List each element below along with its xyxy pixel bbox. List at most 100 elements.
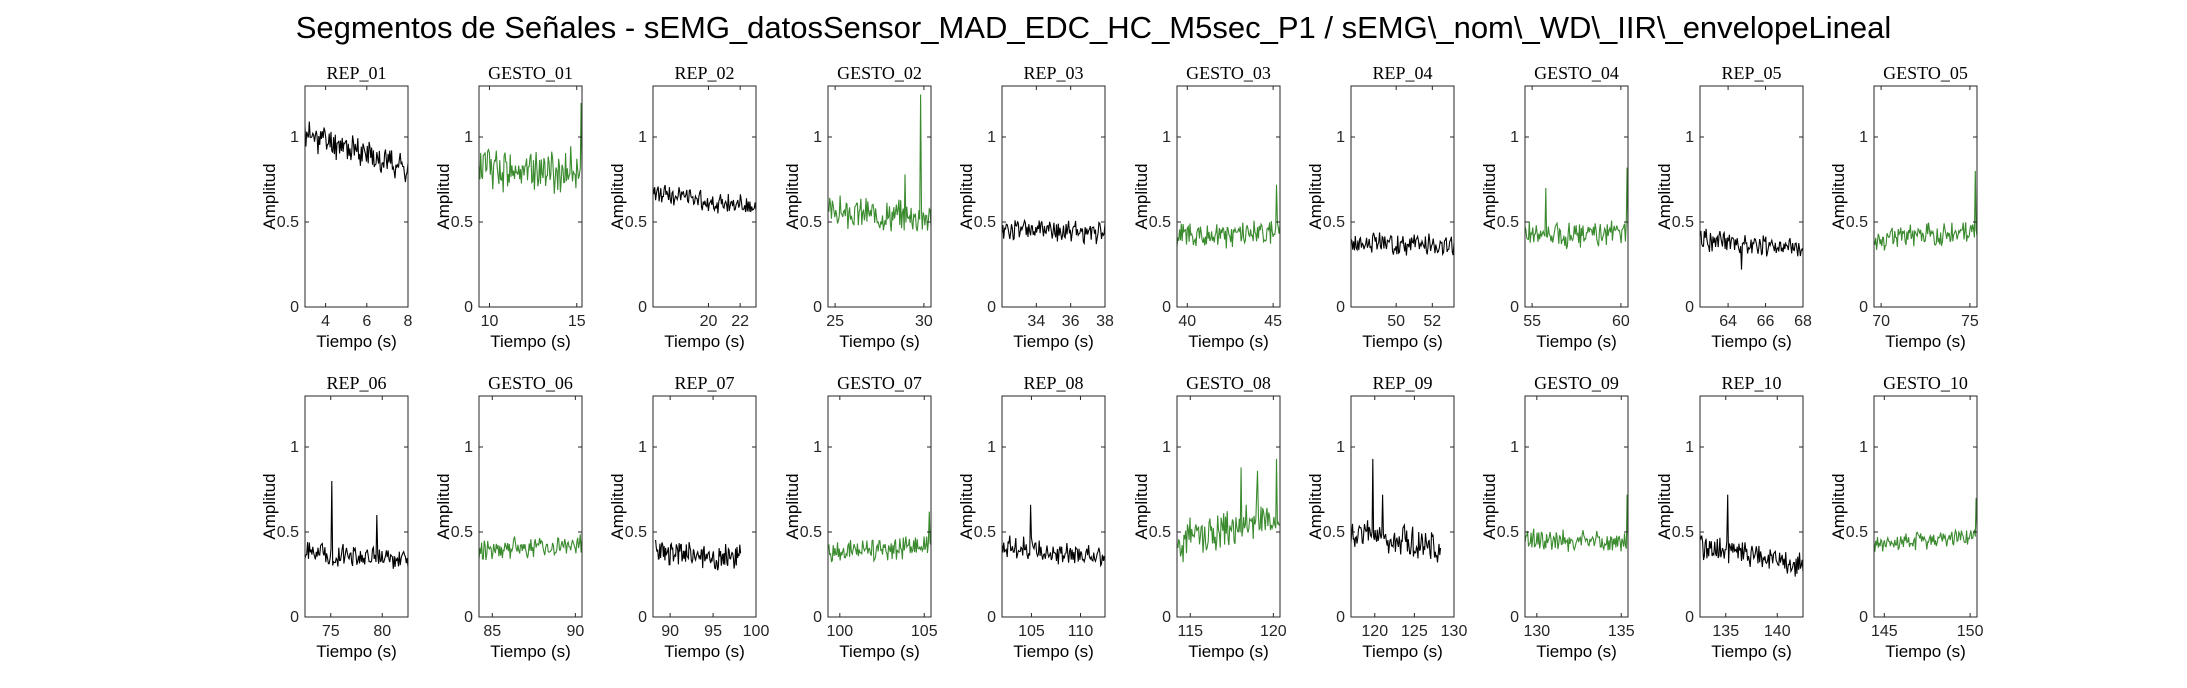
x-axis-label: Tiempo (s) [664,642,745,661]
x-tick-label: 135 [1608,623,1635,640]
x-tick-label: 4 [321,313,330,330]
x-axis-label: Tiempo (s) [839,642,920,661]
y-tick-label: 1 [813,129,822,146]
x-axis-label: Tiempo (s) [1885,332,1966,351]
x-tick-label: 120 [1361,623,1388,640]
y-axis-label: Amplitud [260,473,279,539]
axes-frame [1524,85,1629,308]
subplot-title: GESTO_04 [1534,63,1619,83]
y-tick-label: 1 [290,439,299,456]
y-tick-label: 0.5 [974,214,996,231]
subplot-gesto-05: 0 0.5 1 70 75 GESTO_05 Tiempo (s) Amplitud [1829,63,1979,351]
y-axis-label: Amplitud [783,163,802,229]
x-tick-label: 130 [1523,623,1550,640]
x-tick-label: 100 [743,623,770,640]
x-tick-label: 115 [1178,623,1204,640]
subplot-title: REP_04 [1372,63,1432,83]
subplot-title: GESTO_01 [488,63,573,83]
x-tick-label: 90 [661,623,679,640]
x-axis-label: Tiempo (s) [1013,642,1094,661]
series-line [1177,458,1280,563]
x-tick-label: 150 [1957,623,1984,640]
y-tick-label: 1 [1162,129,1171,146]
y-tick-label: 0 [1510,299,1519,316]
y-tick-label: 0.5 [451,524,473,541]
x-tick-label: 30 [915,313,933,330]
y-tick-label: 1 [290,129,299,146]
series-line [1002,218,1105,246]
y-axis-label: Amplitud [1132,473,1151,539]
axes-frame [1001,85,1106,308]
series-line [479,102,582,194]
y-axis-label: Amplitud [1480,473,1499,539]
x-tick-label: 130 [1441,623,1468,640]
y-tick-label: 0 [290,609,299,626]
y-tick-label: 0 [638,299,647,316]
x-tick-label: 75 [322,623,340,640]
y-tick-label: 0.5 [1672,214,1694,231]
figure-title: Segmentos de Señales - sEMG_datosSensor_… [295,10,1892,45]
y-tick-label: 1 [987,439,996,456]
subplot-rep-02: 0 0.5 1 20 22 REP_02 Tiempo (s) Amplitud [608,63,757,351]
y-axis-label: Amplitud [608,163,627,229]
x-tick-label: 85 [483,623,501,640]
subplot-rep-03: 0 0.5 1 34 36 38 REP_03 Tiempo (s) Amplitud [957,63,1114,351]
series-line [1700,494,1803,577]
x-tick-label: 38 [1096,313,1114,330]
y-tick-label: 0.5 [1672,524,1694,541]
series-line [1700,228,1803,270]
subplot-title: GESTO_05 [1883,63,1968,83]
y-tick-label: 0 [987,299,996,316]
x-tick-label: 6 [362,313,371,330]
subplot-title: GESTO_06 [488,373,573,393]
x-axis-label: Tiempo (s) [316,642,397,661]
y-tick-label: 0.5 [1149,524,1171,541]
y-tick-label: 0 [987,609,996,626]
x-tick-label: 145 [1871,623,1898,640]
y-tick-label: 0 [1685,609,1694,626]
y-tick-label: 0.5 [1323,524,1345,541]
y-axis-label: Amplitud [260,163,279,229]
x-axis-label: Tiempo (s) [1188,642,1269,661]
subplot-rep-04: 0 0.5 1 50 52 REP_04 Tiempo (s) Amplitud [1306,63,1455,351]
y-axis-label: Amplitud [957,473,976,539]
y-tick-label: 0.5 [451,214,473,231]
y-tick-label: 0.5 [1323,214,1345,231]
subplot-title: REP_05 [1721,63,1781,83]
x-tick-label: 80 [373,623,391,640]
axes-frame [304,395,409,618]
x-tick-label: 22 [731,313,749,330]
y-tick-label: 0 [290,299,299,316]
axes-frame [652,85,757,308]
y-tick-label: 0 [1685,299,1694,316]
series-line [305,480,408,569]
y-axis-label: Amplitud [783,473,802,539]
x-tick-label: 66 [1757,313,1775,330]
y-tick-label: 0.5 [625,524,647,541]
x-tick-label: 105 [1018,623,1045,640]
y-axis-label: Amplitud [1306,163,1325,229]
y-tick-label: 1 [1859,129,1868,146]
x-tick-label: 70 [1872,313,1890,330]
x-tick-label: 10 [481,313,499,330]
axes-frame [1873,395,1978,618]
subplot-title: GESTO_09 [1534,373,1619,393]
y-tick-label: 0 [1859,609,1868,626]
y-tick-label: 0 [1162,609,1171,626]
series-line [1351,232,1454,257]
axes-frame [1176,395,1281,618]
x-axis-label: Tiempo (s) [1188,332,1269,351]
subplot-gesto-06: 0 0.5 1 85 90 GESTO_06 Tiempo (s) Amplitud [434,373,584,661]
x-tick-label: 68 [1794,313,1812,330]
series-line [1002,504,1105,568]
x-tick-label: 8 [404,313,413,330]
x-tick-label: 52 [1423,313,1441,330]
x-tick-label: 36 [1062,313,1080,330]
y-tick-label: 1 [638,129,647,146]
y-axis-label: Amplitud [1829,163,1848,229]
axes-frame [827,395,932,618]
y-tick-label: 1 [1685,439,1694,456]
axes-frame [652,395,757,618]
y-tick-label: 0 [464,299,473,316]
series-line [1525,494,1628,552]
